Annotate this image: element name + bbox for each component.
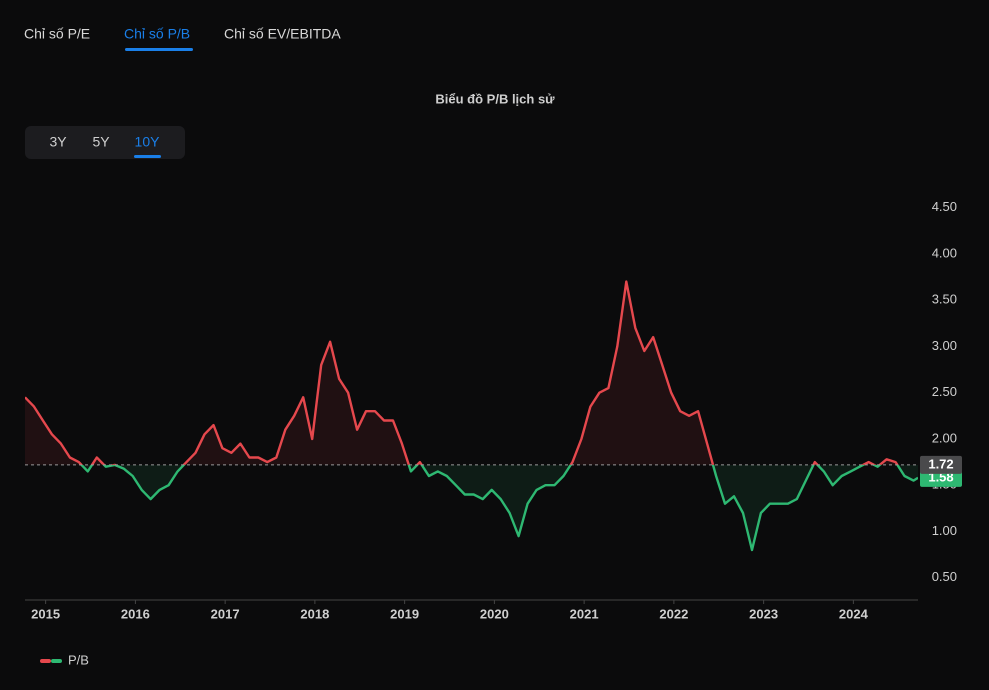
- legend-label: P/B: [68, 652, 89, 667]
- area-below: [25, 464, 918, 550]
- legend-swatch-above: [40, 659, 51, 663]
- tab[interactable]: Chỉ số P/E: [24, 26, 90, 42]
- y-tick-label: 3.00: [932, 338, 957, 353]
- reference-label: 1.72: [928, 456, 953, 471]
- y-tick-label: 4.50: [932, 199, 957, 214]
- chart-title: Biểu đồ P/B lịch sử: [435, 91, 555, 106]
- reference-box: [920, 455, 962, 474]
- x-tick-label: 2017: [211, 606, 240, 621]
- y-tick-label: 0.50: [932, 569, 957, 584]
- range-button-active[interactable]: 10Y: [135, 134, 161, 150]
- y-tick-label: 3.50: [932, 292, 957, 307]
- y-tick-label: 2.50: [932, 384, 957, 399]
- x-tick-label: 2022: [659, 606, 688, 621]
- y-tick-label: 4.00: [932, 245, 957, 260]
- line-below: [79, 464, 918, 552]
- x-tick-label: 2019: [390, 606, 419, 621]
- range-underline: [134, 155, 161, 158]
- x-tick-label: 2018: [300, 606, 329, 621]
- x-tick-label: 2024: [839, 606, 869, 621]
- range-button[interactable]: 3Y: [49, 134, 67, 150]
- x-tick-label: 2016: [121, 606, 150, 621]
- range-selector: [25, 126, 185, 159]
- x-tick-label: 2023: [749, 606, 778, 621]
- y-tick-label: 2.00: [932, 430, 957, 445]
- tab[interactable]: Chỉ số EV/EBITDA: [224, 26, 341, 42]
- area-above: [25, 281, 898, 465]
- tab-active[interactable]: Chỉ số P/B: [124, 26, 190, 42]
- line-above: [25, 280, 899, 465]
- legend-swatch-below: [51, 659, 62, 663]
- x-tick-label: 2021: [570, 606, 599, 621]
- tab-underline: [125, 48, 193, 51]
- x-tick-label: 2020: [480, 606, 509, 621]
- x-tick-label: 2015: [31, 606, 60, 621]
- range-button[interactable]: 5Y: [92, 134, 110, 150]
- y-tick-label: 1.00: [932, 523, 957, 538]
